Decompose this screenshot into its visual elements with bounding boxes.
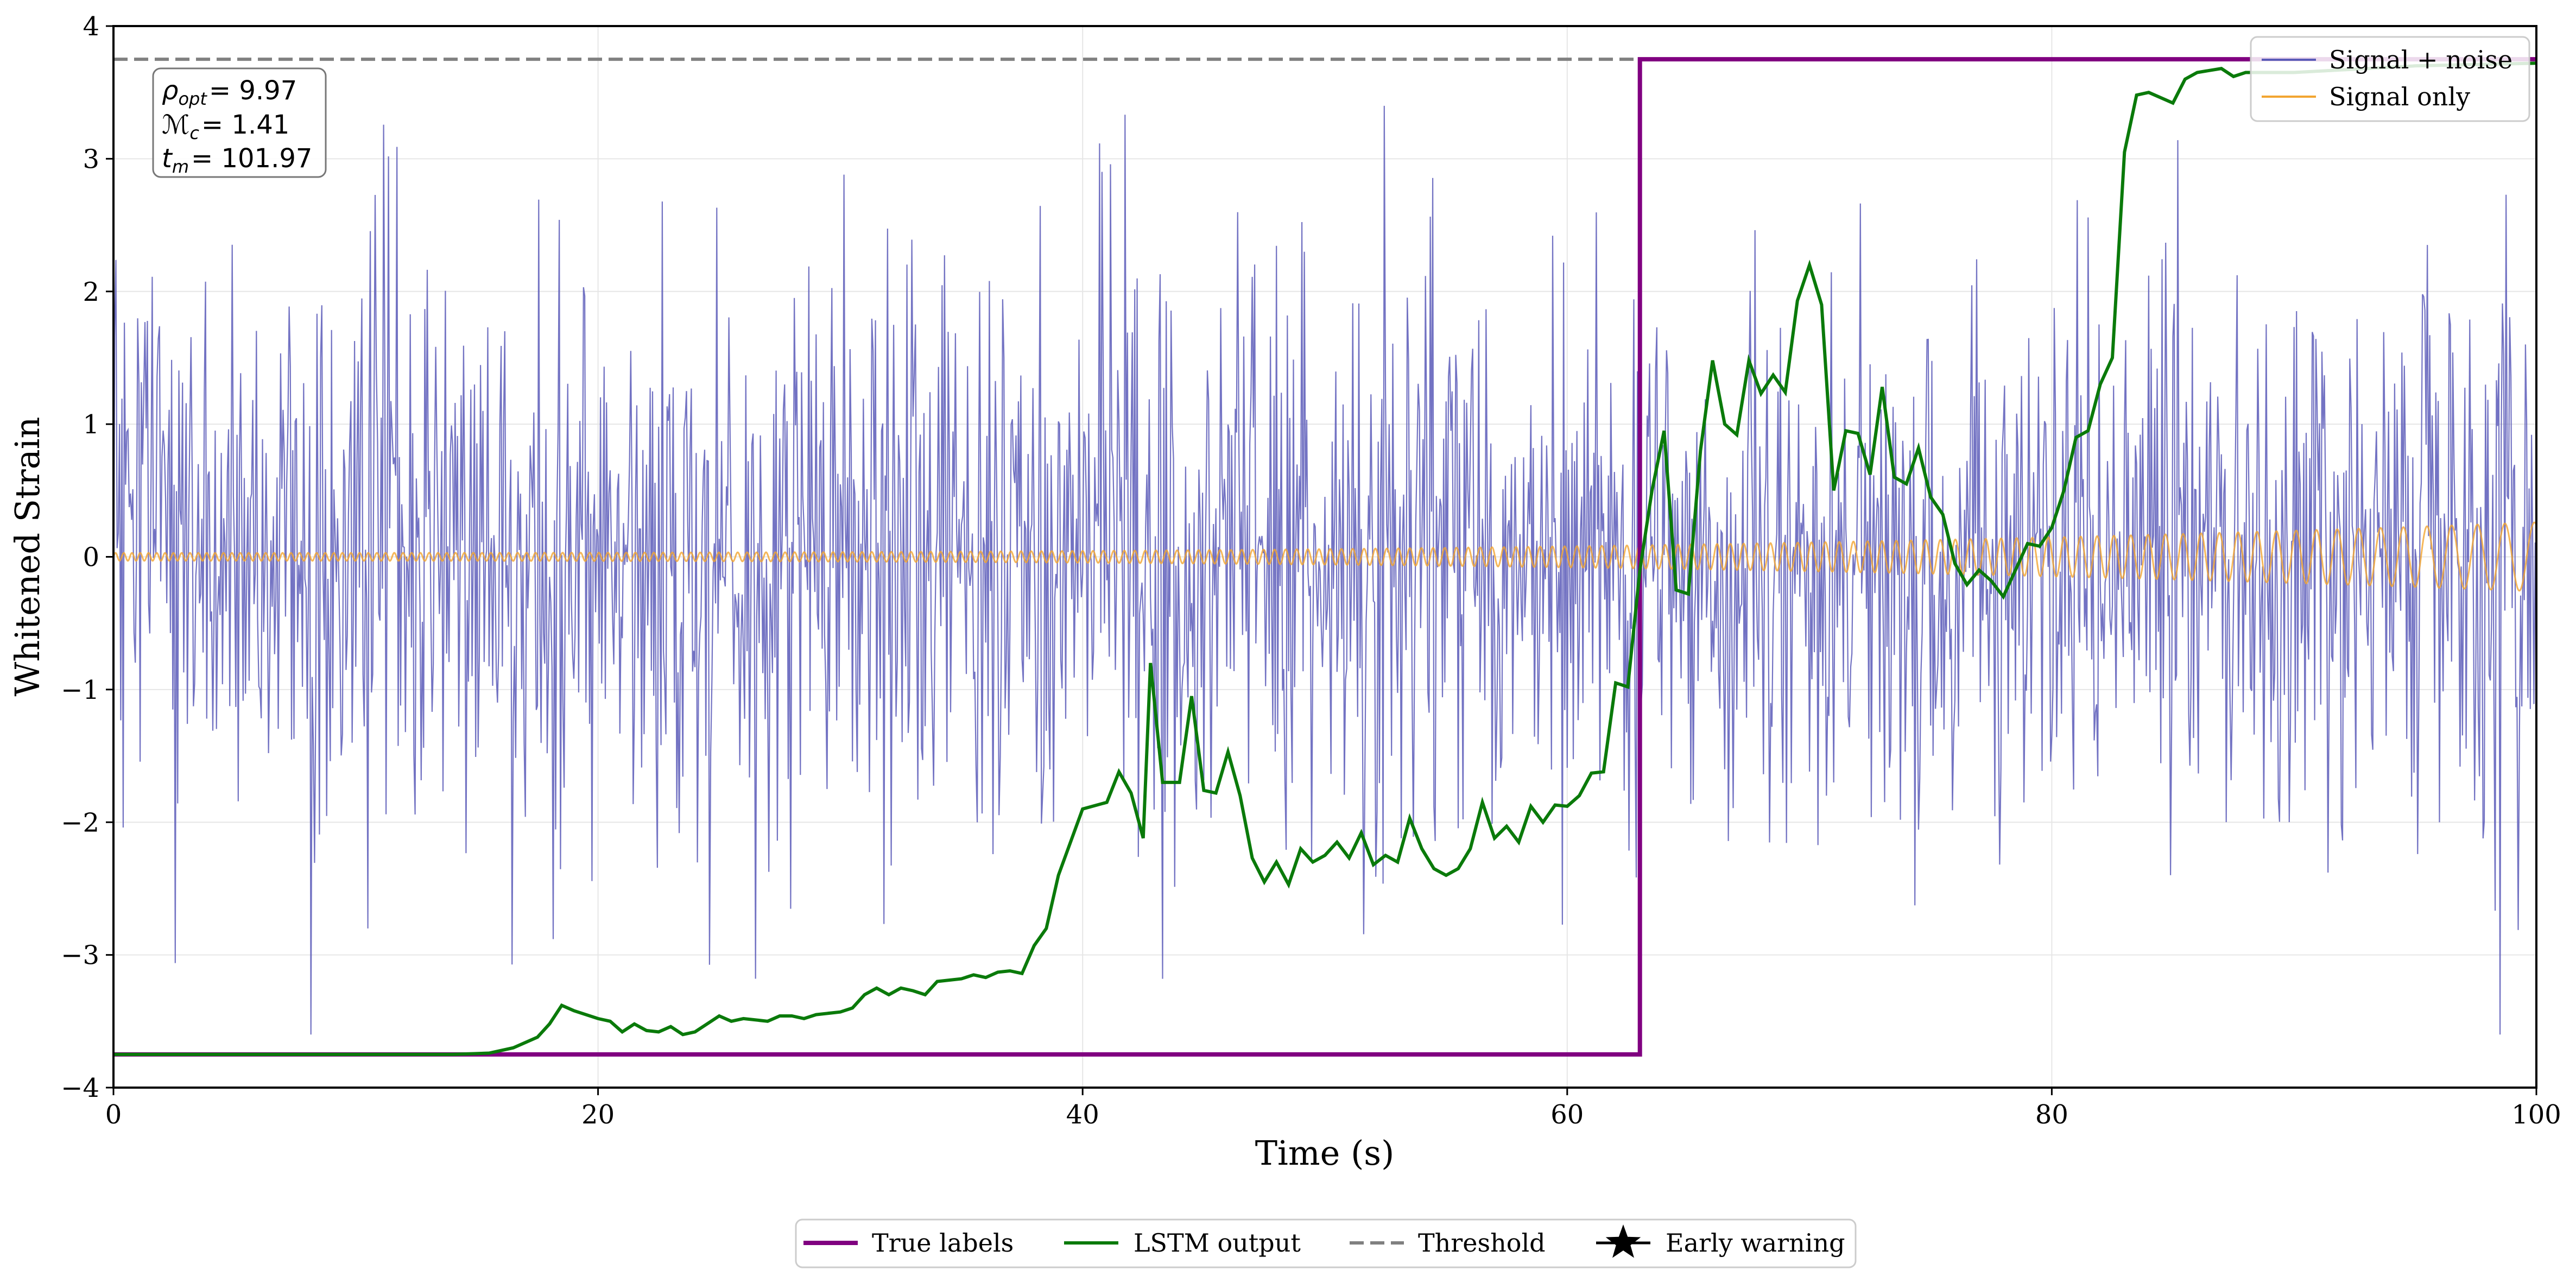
x-axis: 0 20 40 60 80 100 bbox=[105, 1088, 2561, 1130]
x-tick-label: 0 bbox=[105, 1100, 122, 1130]
y-axis: −4 −3 −2 −1 0 1 2 3 4 bbox=[61, 11, 113, 1103]
legend-label-lstm-output: LSTM output bbox=[1134, 1228, 1301, 1258]
legend-upper-box bbox=[2250, 36, 2530, 122]
y-axis-label: Whitened Strain bbox=[8, 417, 47, 697]
legend-lower: True labels LSTM output Threshold Early … bbox=[795, 1218, 1857, 1268]
y-tick-label: 1 bbox=[83, 409, 99, 440]
legend-label-early-warning: Early warning bbox=[1666, 1228, 1845, 1258]
x-tick-label: 20 bbox=[581, 1100, 615, 1130]
legend-label-signal-noise: Signal + noise bbox=[2329, 45, 2512, 74]
y-tick-label: 0 bbox=[83, 542, 99, 573]
signal-only-line bbox=[113, 521, 2536, 592]
rho-opt-text: ρopt= 9.97 bbox=[162, 75, 297, 109]
y-tick-label: 4 bbox=[83, 11, 99, 42]
legend-label-threshold: Threshold bbox=[1418, 1228, 1546, 1258]
legend-label-signal-only: Signal only bbox=[2329, 82, 2470, 111]
tm-text: tm= 101.97 bbox=[162, 143, 312, 177]
y-tick-label: −3 bbox=[61, 940, 99, 971]
legend-upper: Signal + noise Signal only bbox=[2250, 36, 2530, 122]
y-tick-label: 3 bbox=[83, 144, 99, 174]
y-tick-label: −1 bbox=[61, 675, 99, 705]
legend-label-true-labels: True labels bbox=[872, 1228, 1014, 1258]
parameter-annotation: ρopt= 9.97 ℳc= 1.41 tm= 101.97 bbox=[152, 67, 327, 178]
x-axis-label: Time (s) bbox=[1255, 1133, 1395, 1173]
x-tick-label: 60 bbox=[1550, 1100, 1584, 1130]
true-labels-line bbox=[113, 57, 2536, 1057]
annotation-box bbox=[152, 67, 327, 178]
x-tick-label: 100 bbox=[2511, 1100, 2561, 1130]
early-warning-star-icon bbox=[1605, 1224, 1641, 1258]
legend-lower-box bbox=[795, 1218, 1857, 1268]
x-tick-label: 40 bbox=[1066, 1100, 1099, 1130]
x-tick-label: 80 bbox=[2035, 1100, 2068, 1130]
lstm-output-line bbox=[113, 61, 2536, 1056]
mc-text: ℳc= 1.41 bbox=[162, 110, 289, 143]
y-tick-label: −2 bbox=[61, 807, 99, 838]
y-tick-label: 2 bbox=[83, 277, 99, 307]
signal-plus-noise-line bbox=[113, 105, 2536, 1035]
y-tick-label: −4 bbox=[61, 1073, 99, 1103]
